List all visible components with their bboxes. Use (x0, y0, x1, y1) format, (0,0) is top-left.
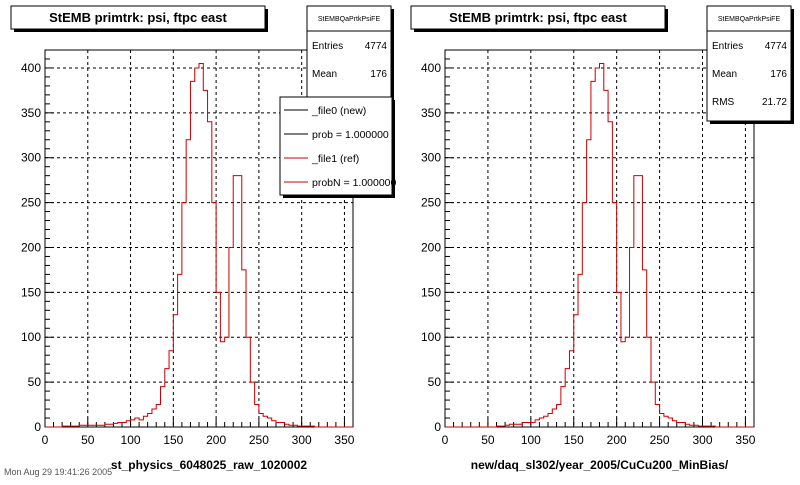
histogram-series-1 (45, 62, 353, 428)
legend-label: _file0 (new) (311, 105, 366, 117)
stats-value: 4774 (365, 41, 388, 52)
legend-label: _file1 (ref) (311, 153, 359, 165)
title-box (10, 5, 266, 30)
stats-value: 4774 (765, 41, 788, 52)
legend-label: probN = 1.000000 (312, 177, 397, 189)
x-tick-label: 100 (521, 433, 541, 447)
x-tick-label: 350 (334, 433, 354, 447)
y-tick-label: 300 (421, 151, 441, 165)
stats-name: StEMBQaPrtkPsiFE (318, 16, 381, 23)
grid-lines (45, 50, 353, 427)
y-tick-label: 100 (421, 330, 441, 344)
histogram-series-1 (445, 62, 754, 428)
x-tick-label: 250 (650, 433, 670, 447)
x-axis-label: new/daq_sl302/year_2005/CuCu200_MinBias/ (471, 458, 729, 472)
x-tick-label: 50 (81, 433, 95, 447)
x-axis-label: st_physics_6048025_raw_1020002 (111, 458, 307, 472)
histogram-pad-1: 0 50 100 150 200 250 300 350 0 50 100 150 200 250 300 3… (10, 5, 397, 472)
stats-name: StEMBQaPrtkPsiFE (718, 16, 781, 23)
x-tick-label: 200 (206, 433, 226, 447)
y-tick-label: 350 (21, 106, 41, 120)
x-tick-label: 0 (442, 433, 449, 447)
stats-label: RMS (712, 97, 735, 108)
legend: _file0 (new) prob = 1.000000 _file1 (ref) p… (279, 96, 397, 198)
x-tick-label: 100 (121, 433, 141, 447)
stats-label: Entries (712, 41, 743, 52)
x-tick-label: 300 (692, 433, 712, 447)
stats-value: 21.72 (762, 97, 787, 108)
chart-title: StEMB primtrk: psi, ftpc east (49, 10, 227, 25)
x-tick-label: 300 (292, 433, 312, 447)
legend-box (279, 96, 393, 196)
y-tick-label: 400 (421, 61, 441, 75)
grid-lines (445, 50, 754, 427)
x-tick-label: 350 (735, 433, 755, 447)
legend-label: prob = 1.000000 (312, 129, 389, 141)
y-tick-label: 200 (21, 240, 41, 254)
x-tick-label: 250 (249, 433, 269, 447)
y-tick-label: 400 (21, 61, 41, 75)
y-tick-label: 300 (21, 151, 41, 165)
stats-label: Entries (312, 41, 343, 52)
stats-value: 176 (770, 69, 787, 80)
histogram-pad-2: 0 50 100 150 200 250 300 350 0 50 100 150 200 250 300 3… (410, 5, 794, 472)
y-tick-label: 150 (21, 285, 41, 299)
stats-label: Mean (312, 69, 337, 80)
stats-box (306, 5, 392, 103)
timestamp-footer: Mon Aug 29 19:41:26 2005 (4, 467, 113, 477)
y-tick-label: 150 (421, 285, 441, 299)
y-tick-label: 250 (421, 196, 441, 210)
y-tick-label: 50 (428, 375, 442, 389)
y-tick-label: 0 (434, 420, 441, 434)
stats-label: Mean (712, 69, 737, 80)
x-tick-label: 0 (42, 433, 49, 447)
x-tick-label: 150 (564, 433, 584, 447)
chart-title: StEMB primtrk: psi, ftpc east (449, 10, 627, 25)
x-tick-label: 50 (481, 433, 495, 447)
stats-box (706, 5, 792, 122)
y-tick-label: 200 (421, 240, 441, 254)
title-box (410, 5, 666, 30)
x-tick-label: 150 (163, 433, 183, 447)
stats-value: 176 (370, 69, 387, 80)
x-tick-label: 200 (607, 433, 627, 447)
y-tick-label: 350 (421, 106, 441, 120)
y-tick-label: 0 (34, 420, 41, 434)
y-tick-label: 100 (21, 330, 41, 344)
y-tick-label: 50 (28, 375, 42, 389)
y-tick-label: 250 (21, 196, 41, 210)
